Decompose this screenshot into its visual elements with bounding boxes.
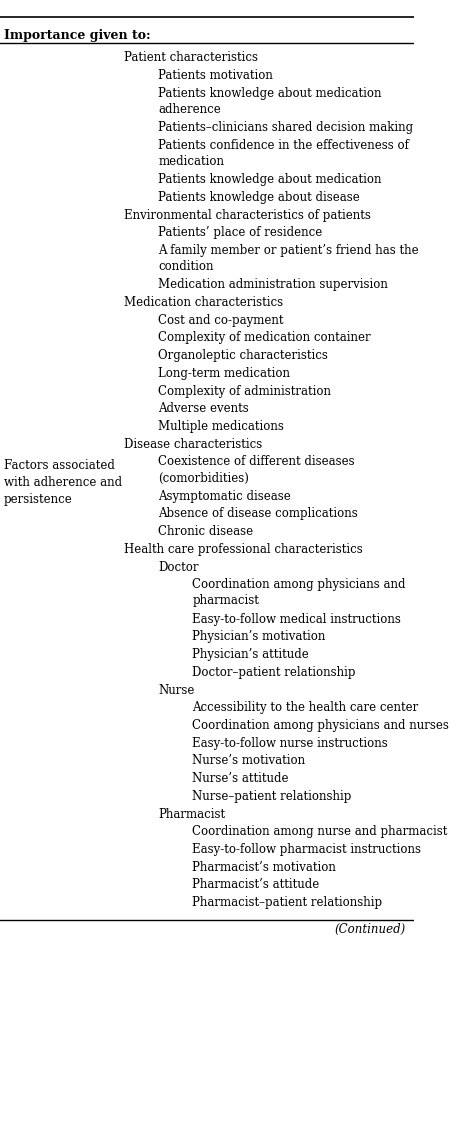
Text: Pharmacist: Pharmacist bbox=[158, 807, 225, 821]
Text: Multiple medications: Multiple medications bbox=[158, 419, 284, 433]
Text: Coexistence of different diseases
(comorbidities): Coexistence of different diseases (comor… bbox=[158, 455, 355, 485]
Text: Long-term medication: Long-term medication bbox=[158, 367, 290, 379]
Text: Coordination among nurse and pharmacist: Coordination among nurse and pharmacist bbox=[192, 825, 448, 838]
Text: Pharmacist’s motivation: Pharmacist’s motivation bbox=[192, 861, 336, 873]
Text: Patients knowledge about disease: Patients knowledge about disease bbox=[158, 191, 360, 203]
Text: Patients confidence in the effectiveness of
medication: Patients confidence in the effectiveness… bbox=[158, 138, 409, 168]
Text: Patient characteristics: Patient characteristics bbox=[124, 51, 258, 64]
Text: Complexity of medication container: Complexity of medication container bbox=[158, 331, 371, 344]
Text: A family member or patient’s friend has the
condition: A family member or patient’s friend has … bbox=[158, 243, 419, 273]
Text: Nurse’s motivation: Nurse’s motivation bbox=[192, 754, 305, 767]
Text: Factors associated
with adherence and
persistence: Factors associated with adherence and pe… bbox=[4, 459, 122, 506]
Text: Medication characteristics: Medication characteristics bbox=[124, 296, 283, 309]
Text: Patients–clinicians shared decision making: Patients–clinicians shared decision maki… bbox=[158, 121, 413, 134]
Text: Physician’s attitude: Physician’s attitude bbox=[192, 648, 309, 661]
Text: Chronic disease: Chronic disease bbox=[158, 525, 253, 538]
Text: Easy-to-follow pharmacist instructions: Easy-to-follow pharmacist instructions bbox=[192, 842, 421, 856]
Text: Pharmacist–patient relationship: Pharmacist–patient relationship bbox=[192, 896, 383, 909]
Text: Doctor: Doctor bbox=[158, 560, 199, 574]
Text: Nurse–patient relationship: Nurse–patient relationship bbox=[192, 790, 352, 802]
Text: Nurse: Nurse bbox=[158, 684, 195, 696]
Text: Cost and co-payment: Cost and co-payment bbox=[158, 313, 284, 327]
Text: Coordination among physicians and
pharmacist: Coordination among physicians and pharma… bbox=[192, 578, 406, 607]
Text: Doctor–patient relationship: Doctor–patient relationship bbox=[192, 665, 356, 679]
Text: (Continued): (Continued) bbox=[334, 922, 405, 936]
Text: Adverse events: Adverse events bbox=[158, 402, 249, 415]
Text: Pharmacist’s attitude: Pharmacist’s attitude bbox=[192, 878, 319, 892]
Text: Physician’s motivation: Physician’s motivation bbox=[192, 630, 326, 644]
Text: Patients knowledge about medication: Patients knowledge about medication bbox=[158, 173, 382, 186]
Text: Easy-to-follow medical instructions: Easy-to-follow medical instructions bbox=[192, 613, 401, 625]
Text: Importance given to:: Importance given to: bbox=[4, 29, 151, 41]
Text: Coordination among physicians and nurses: Coordination among physicians and nurses bbox=[192, 719, 449, 732]
Text: Asymptomatic disease: Asymptomatic disease bbox=[158, 489, 291, 503]
Text: Health care professional characteristics: Health care professional characteristics bbox=[124, 543, 363, 555]
Text: Complexity of administration: Complexity of administration bbox=[158, 384, 331, 398]
Text: Absence of disease complications: Absence of disease complications bbox=[158, 507, 358, 520]
Text: Disease characteristics: Disease characteristics bbox=[124, 438, 262, 450]
Text: Patients motivation: Patients motivation bbox=[158, 69, 273, 82]
Text: Environmental characteristics of patients: Environmental characteristics of patient… bbox=[124, 208, 371, 222]
Text: Patients knowledge about medication
adherence: Patients knowledge about medication adhe… bbox=[158, 87, 382, 115]
Text: Nurse’s attitude: Nurse’s attitude bbox=[192, 772, 289, 785]
Text: Easy-to-follow nurse instructions: Easy-to-follow nurse instructions bbox=[192, 736, 388, 750]
Text: Accessibility to the health care center: Accessibility to the health care center bbox=[192, 701, 419, 714]
Text: Patients’ place of residence: Patients’ place of residence bbox=[158, 226, 322, 239]
Text: Organoleptic characteristics: Organoleptic characteristics bbox=[158, 349, 328, 362]
Text: Medication administration supervision: Medication administration supervision bbox=[158, 278, 388, 291]
